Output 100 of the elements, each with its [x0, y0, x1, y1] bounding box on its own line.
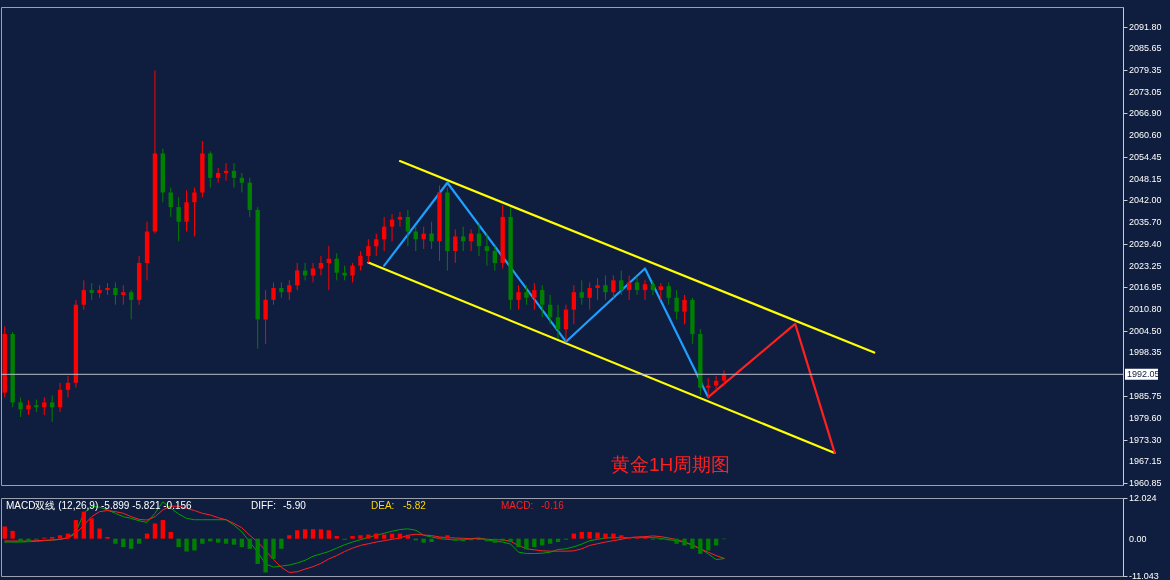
- candlestick: [389, 213, 395, 242]
- bar: [184, 538, 189, 552]
- candlestick: [429, 221, 434, 250]
- bar: [611, 533, 616, 539]
- bar: [674, 538, 679, 544]
- bar: [10, 530, 15, 539]
- candlestick: [397, 211, 403, 228]
- candlestick: [366, 238, 371, 264]
- bar: [547, 538, 553, 544]
- candlestick: [374, 233, 379, 257]
- bar: [334, 535, 339, 539]
- y-tick-label: 1973.30: [1129, 434, 1162, 445]
- y-tick-label: 1979.60: [1129, 412, 1162, 423]
- y-tick-label: 12.024: [1129, 493, 1157, 503]
- bar: [18, 538, 23, 543]
- annotation: -0.16: [541, 500, 565, 511]
- candlestick: [595, 277, 600, 301]
- candlestick: [642, 279, 648, 301]
- annotation: DEA:: [371, 500, 395, 511]
- y-tick-label: 2066.90: [1129, 108, 1162, 119]
- bar: [302, 529, 308, 539]
- candlestick: [168, 187, 173, 218]
- bar: [690, 538, 695, 549]
- bar: [279, 538, 284, 549]
- bar: [516, 538, 521, 548]
- y-tick-label: 2073.05: [1129, 86, 1162, 97]
- bar: [571, 533, 577, 539]
- candlestick: [611, 274, 616, 299]
- bar: [603, 533, 608, 539]
- candlestick: [603, 274, 608, 301]
- candlestick: [540, 284, 545, 318]
- y-tick-label: 2029.40: [1129, 239, 1162, 250]
- bar: [65, 533, 71, 539]
- y-tick-label: 2079.35: [1129, 64, 1162, 75]
- annotation: -5.82: [403, 500, 427, 511]
- candlestick: [231, 162, 237, 189]
- bar: [374, 533, 379, 539]
- bar: [619, 535, 624, 539]
- candlestick: [350, 262, 355, 283]
- candlestick: [713, 375, 719, 392]
- bar: [200, 538, 205, 544]
- candlestick: [666, 281, 671, 306]
- y-tick-label: 2060.60: [1129, 130, 1162, 141]
- bar: [310, 529, 316, 539]
- bar: [698, 538, 703, 554]
- candlestick: [358, 250, 363, 272]
- bar: [89, 518, 94, 539]
- candlestick: [121, 284, 126, 306]
- candlestick: [405, 209, 411, 247]
- candlestick: [532, 282, 537, 311]
- candlestick: [461, 226, 466, 252]
- bar: [57, 535, 63, 539]
- bar: [176, 538, 181, 548]
- y-tick-label: 2054.45: [1129, 151, 1162, 162]
- bar: [595, 532, 600, 539]
- bar: [231, 538, 237, 545]
- bar: [113, 538, 118, 544]
- y-tick-label: 2023.25: [1129, 260, 1162, 271]
- bar: [532, 538, 537, 548]
- y-tick-label: 2035.70: [1129, 217, 1162, 228]
- bar: [81, 511, 86, 539]
- candlestick: [192, 187, 197, 237]
- candlestick: [579, 279, 584, 306]
- candlestick: [184, 189, 189, 233]
- y-tick-label: 1967.15: [1129, 456, 1162, 467]
- bar: [587, 531, 592, 539]
- candlestick: [18, 396, 23, 418]
- y-tick-label: -11.043: [1129, 571, 1159, 580]
- candlestick: [587, 281, 592, 311]
- line-series: [383, 181, 710, 399]
- bar: [508, 538, 513, 543]
- bar: [247, 538, 252, 549]
- y-tick-label: 2010.80: [1129, 303, 1162, 314]
- candlestick: [619, 270, 624, 296]
- bar: [255, 538, 260, 565]
- candlestick: [287, 279, 292, 301]
- bar: [326, 530, 331, 539]
- bar: [318, 529, 324, 539]
- candlestick: [571, 284, 577, 325]
- candlestick: [50, 394, 55, 423]
- bar: [192, 538, 197, 551]
- annotation: -5.90: [283, 500, 307, 511]
- bar: [350, 535, 355, 539]
- candlestick: [524, 284, 529, 306]
- y-tick-label: 2085.65: [1129, 42, 1162, 53]
- y-tick-label: 1998.35: [1129, 347, 1162, 358]
- annotation: DIFF:: [251, 500, 276, 511]
- bar: [26, 538, 31, 543]
- bar: [358, 535, 363, 539]
- annotation: MACD:: [501, 500, 534, 511]
- candlestick: [453, 228, 458, 264]
- bar: [366, 534, 371, 539]
- bar: [263, 538, 268, 573]
- candlestick: [682, 294, 687, 325]
- bar: [2, 526, 7, 539]
- bar: [579, 531, 584, 539]
- bar: [287, 535, 292, 539]
- candlestick: [492, 245, 497, 272]
- bar: [445, 535, 450, 539]
- bar: [405, 535, 411, 539]
